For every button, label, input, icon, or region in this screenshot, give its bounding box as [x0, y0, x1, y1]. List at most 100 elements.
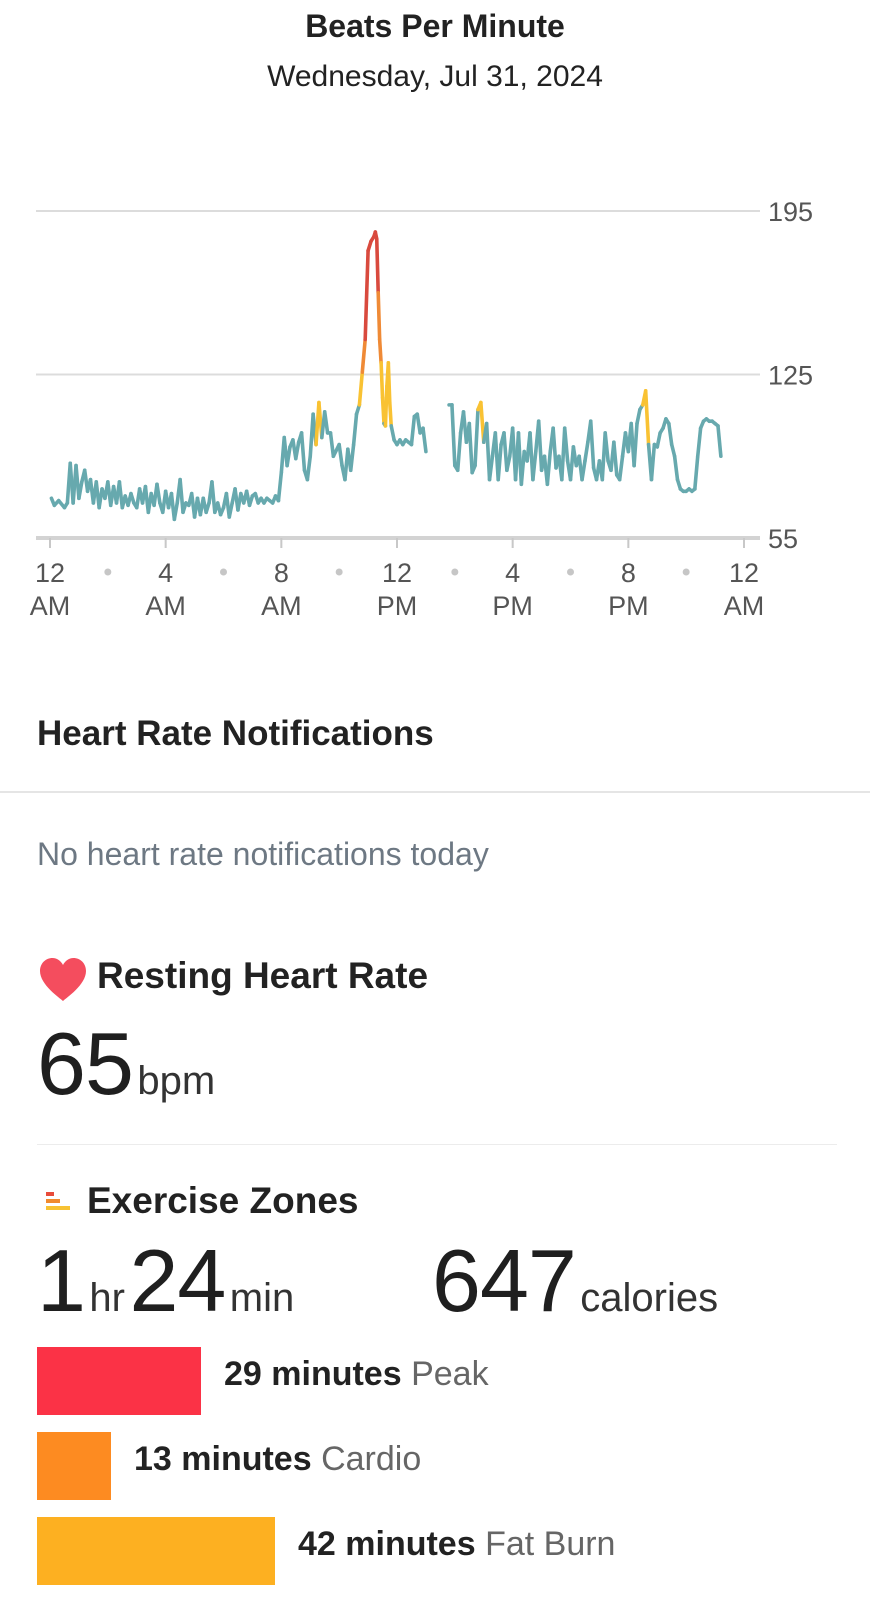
zone-bar-cardio: [37, 1432, 111, 1500]
hr-line-segment: [374, 237, 381, 295]
hr-line-segment: [583, 440, 590, 463]
hr-line-segment: [580, 459, 587, 482]
zone-name: Cardio: [321, 1440, 422, 1478]
hr-line-segment: [293, 440, 301, 461]
x-minor-dot: [104, 568, 112, 576]
hr-line-segment: [376, 290, 382, 342]
y-tick-label: 125: [768, 361, 813, 391]
zone-bar-fat-burn: [37, 1517, 275, 1585]
hr-line-segment: [716, 424, 723, 459]
hr-line-segment: [473, 407, 480, 468]
hr-line-segment: [360, 337, 367, 374]
x-tick-label: 4: [505, 558, 520, 588]
x-minor-dot: [451, 568, 459, 576]
exercise-minutes-value: 24: [129, 1231, 226, 1330]
hr-line-segment: [383, 384, 389, 428]
hr-line-segment: [285, 445, 292, 468]
exercise-duration-line: 1 hr 24 min: [37, 1230, 294, 1332]
zone-text-peak: 29 minutes Peak: [224, 1355, 489, 1394]
zone-name: Fat Burn: [485, 1525, 616, 1563]
hr-line-segment: [210, 480, 217, 515]
hr-line-segment: [276, 470, 284, 503]
exercise-calories-value: 647: [432, 1231, 577, 1330]
hr-line-segment: [655, 431, 662, 449]
exercise-hours-unit: hr: [89, 1276, 125, 1320]
hr-line-segment: [635, 407, 642, 426]
hr-line-segment: [545, 449, 553, 487]
hr-line-segment: [487, 454, 495, 482]
hr-line-segment: [172, 501, 180, 522]
resting-heart-rate-value: 65: [37, 1014, 134, 1113]
y-tick-label: 55: [768, 524, 798, 554]
hr-line-segment: [562, 426, 570, 463]
hr-line-segment: [667, 421, 674, 447]
hr-line-segment: [603, 431, 610, 463]
hr-line-segment: [669, 442, 677, 459]
heart-icon: [40, 958, 86, 1001]
x-tick-label: 8: [274, 558, 289, 588]
x-tick-label: AM: [261, 591, 302, 621]
x-tick-label: 12: [35, 558, 65, 588]
hr-line-segment: [227, 501, 234, 519]
notifications-empty-text: No heart rate notifications today: [37, 836, 489, 872]
hr-line-segment: [305, 454, 313, 482]
x-tick-label: AM: [30, 591, 71, 621]
hr-line-segment: [386, 361, 392, 405]
resting-heart-rate-unit: bpm: [137, 1059, 216, 1103]
date-label: Wednesday, Jul 31, 2024: [267, 60, 603, 93]
hr-line-segment: [348, 442, 356, 473]
exercise-minutes-unit: min: [229, 1276, 295, 1320]
hr-line-segment: [695, 426, 703, 459]
hr-line-segment: [519, 449, 527, 487]
x-tick-label: 8: [621, 558, 636, 588]
x-tick-label: 12: [729, 558, 759, 588]
zone-minutes: 42 minutes: [298, 1525, 476, 1563]
exercise-calories-line: 647 calories: [432, 1230, 718, 1332]
x-tick-label: PM: [377, 591, 418, 621]
exercise-zones-title: Exercise Zones: [87, 1180, 359, 1221]
hr-line-segment: [328, 431, 336, 459]
x-tick-label: 12: [382, 558, 412, 588]
hr-line-segment: [322, 410, 330, 435]
resting-heart-rate-value-line: 65 bpm: [37, 1013, 215, 1115]
hr-line-segment: [379, 361, 385, 400]
x-minor-dot: [335, 568, 343, 576]
zone-bar-peak: [37, 1347, 201, 1415]
hr-line-segment: [377, 337, 383, 365]
x-tick-label: PM: [608, 591, 649, 621]
hr-line-segment: [450, 403, 457, 468]
zone-name: Peak: [411, 1355, 489, 1393]
hr-line-segment: [536, 419, 544, 473]
x-tick-label: AM: [145, 591, 186, 621]
hr-line-segment: [672, 454, 680, 482]
x-minor-dot: [682, 568, 690, 576]
hr-line-segment: [389, 424, 396, 442]
hr-line-segment: [649, 442, 657, 482]
hr-line-segment: [531, 449, 538, 482]
zone-text-fat-burn: 42 minutes Fat Burn: [298, 1525, 615, 1564]
hr-line-segment: [505, 454, 512, 473]
hr-line-segment: [415, 412, 422, 435]
resting-heart-rate-title: Resting Heart Rate: [97, 955, 429, 996]
zone-minutes: 13 minutes: [134, 1440, 312, 1478]
hr-line-segment: [588, 419, 596, 470]
hr-line-segment: [178, 477, 185, 515]
x-minor-dot: [567, 568, 574, 576]
y-tick-label: 195: [768, 197, 813, 227]
hr-line-segment: [467, 421, 474, 475]
hr-line-segment: [612, 440, 619, 477]
hr-line-segment: [387, 400, 394, 428]
hr-line-segment: [421, 426, 428, 454]
hr-line-segment: [496, 442, 503, 482]
hr-line-segment: [409, 414, 417, 447]
hr-line-segment: [380, 396, 386, 426]
zone-text-cardio: 13 minutes Cardio: [134, 1440, 421, 1479]
x-tick-label: PM: [492, 591, 533, 621]
x-minor-dot: [220, 568, 227, 576]
notifications-title: Heart Rate Notifications: [37, 714, 434, 753]
hr-line-segment: [363, 248, 370, 342]
x-tick-label: AM: [724, 591, 765, 621]
section-divider: [0, 791, 870, 793]
zone-minutes: 29 minutes: [224, 1355, 402, 1393]
